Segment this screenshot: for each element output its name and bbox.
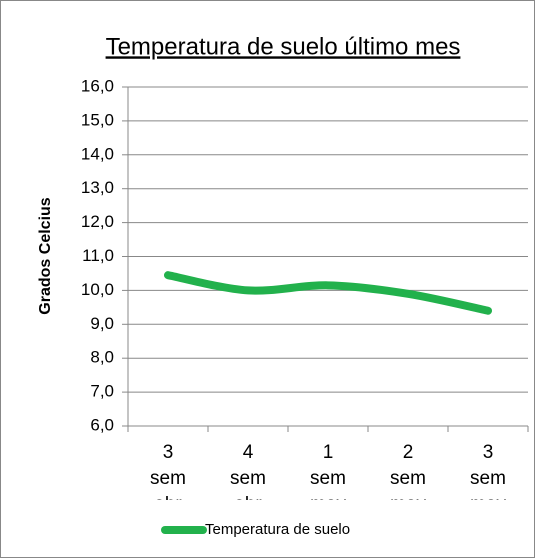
x-tick-label-box: 4 sem abr (230, 442, 266, 500)
x-tick-label: 4 sem abr (230, 442, 266, 500)
y-tick-label: 11,0 (82, 246, 114, 265)
x-tick-label-box: 1 sem may (310, 442, 346, 500)
x-tick-label: 3 sem abr (150, 442, 186, 500)
y-tick-label: 10,0 (81, 280, 114, 299)
y-tick-label: 14,0 (81, 144, 114, 163)
x-tick-label-box: 3 sem may (470, 442, 506, 500)
y-tick-label: 8,0 (90, 348, 114, 367)
y-axis-label: Grados Celcius (37, 197, 54, 314)
x-tick-label-box: 3 sem abr (150, 442, 186, 500)
legend-label: Temperatura de suelo (205, 521, 350, 538)
x-tick-label: 1 sem may (310, 442, 346, 500)
line-series (164, 271, 492, 315)
y-tick-label: 15,0 (81, 110, 114, 129)
y-tick-label: 12,0 (81, 212, 114, 231)
y-tick-label: 6,0 (90, 415, 114, 434)
x-tick-label: 2 sem may (390, 442, 426, 500)
y-tick-label: 9,0 (90, 314, 114, 333)
y-tick-label: 13,0 (81, 178, 114, 197)
x-tick-label-box: 2 sem may (390, 442, 426, 500)
x-tick-label: 3 sem may (470, 442, 506, 500)
chart-title: Temperatura de suelo último mes (106, 33, 461, 60)
y-tick-label: 16,0 (81, 76, 114, 95)
y-tick-label: 7,0 (90, 382, 114, 401)
